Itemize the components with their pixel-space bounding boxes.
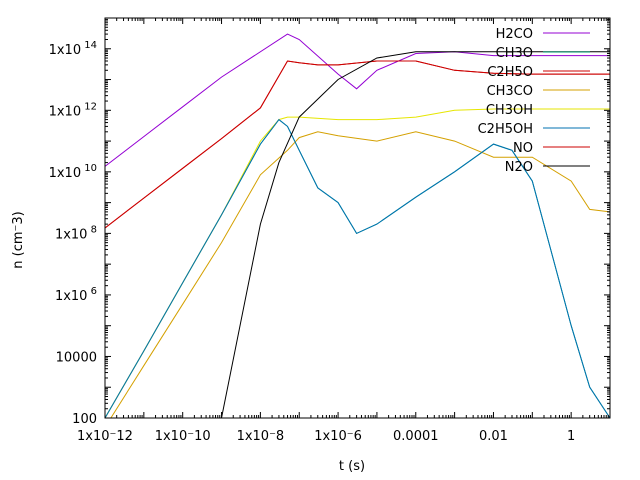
y-tick-label: 1x10 6	[55, 286, 97, 304]
x-tick-label: 1x10⁻8	[237, 429, 285, 444]
x-tick-label: 1x10⁻12	[77, 429, 133, 444]
tick-labels: 1x10⁻12 1x10⁻10 1x10⁻8 1x10⁻6 0.0001 0.01 1 100…	[49, 40, 576, 444]
legend-label: CH3OH	[486, 103, 533, 118]
series-line-ch3o	[105, 118, 610, 418]
series-line-ch3co	[110, 131, 610, 418]
plot-area	[105, 33, 610, 418]
y-tick-label: 10000	[56, 350, 97, 365]
series-line-n2o	[221, 51, 610, 418]
legend-label: CH3CO	[487, 84, 533, 99]
axes	[104, 17, 611, 419]
y-tick-label: 1x10 12	[49, 101, 97, 119]
legend-label: N2O	[505, 160, 533, 175]
legend-label: C2H5O	[487, 65, 533, 80]
legend-label: H2CO	[496, 27, 533, 42]
series-line-no	[105, 60, 610, 229]
x-tick-label: 1x10⁻10	[155, 429, 211, 444]
series-line-c2h5oh	[105, 118, 610, 418]
y-tick-label: 100	[72, 412, 97, 427]
x-tick-label: 0.0001	[393, 429, 439, 444]
x-tick-label: 1	[567, 429, 575, 444]
series-line-h2co	[105, 33, 610, 167]
legend: H2CO CH3O C2H5O CH3CO CH3OH C2H5OH NO N2O	[478, 27, 590, 175]
plot-frame	[104, 17, 611, 419]
legend-label: C2H5OH	[478, 122, 533, 137]
x-axis-label: t (s)	[339, 459, 365, 474]
legend-label: CH3O	[496, 46, 533, 61]
y-tick-label: 1x10 8	[55, 224, 97, 242]
legend-label: NO	[513, 141, 533, 156]
x-tick-label: 1x10⁻6	[314, 429, 362, 444]
y-axis-label: n (cm⁻3)	[11, 211, 26, 268]
y-tick-label: 1x10 10	[49, 163, 97, 181]
series-line-c2h5o	[105, 60, 610, 229]
y-tick-label: 1x10 14	[49, 40, 97, 58]
series-line-ch3oh	[105, 108, 610, 418]
x-tick-label: 0.01	[479, 429, 508, 444]
